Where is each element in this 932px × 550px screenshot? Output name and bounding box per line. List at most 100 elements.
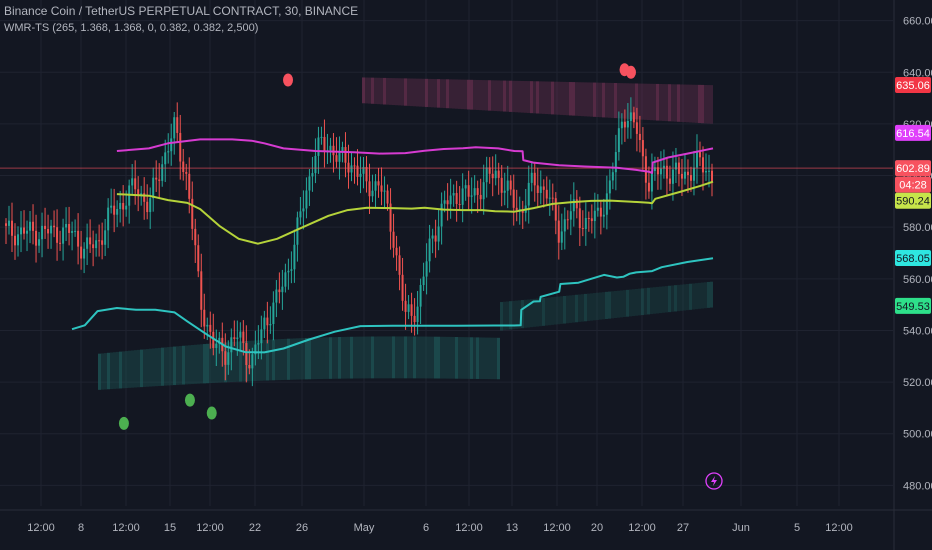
bottom-zone-bar (353, 336, 356, 379)
candle-body (470, 195, 473, 197)
candle-body (179, 132, 182, 162)
bottom-zone-bar (635, 288, 638, 316)
bottom-zone-bar (146, 349, 149, 387)
candle-body (551, 197, 554, 199)
top-zone-bar (491, 80, 494, 111)
bottom-zone-bar (410, 336, 413, 379)
bottom-zone-bar (599, 292, 602, 320)
symbol-title[interactable]: Binance Coin / TetherUS PERPETUAL CONTRA… (4, 4, 359, 18)
top-zone-bar (560, 81, 563, 115)
bottom-zone-bar (149, 348, 152, 387)
bottom-zone-bar (239, 341, 242, 382)
bottom-zone-bar (665, 286, 668, 313)
top-zone-bar (626, 83, 629, 119)
top-zone-bar (614, 83, 617, 119)
top-zone-bar (686, 84, 689, 123)
candle-body (572, 199, 575, 212)
top-zone-bar (380, 77, 383, 105)
bottom-zone-bar (281, 338, 284, 381)
bottom-zone-bar (680, 284, 683, 311)
candle-body (62, 227, 65, 244)
candle-body (560, 231, 563, 243)
candle-body (479, 194, 482, 200)
buy-signal-marker (184, 393, 195, 407)
top-zone-bar (665, 84, 668, 122)
candle-body (74, 230, 77, 232)
top-zone-bar (566, 81, 569, 116)
bottom-zone-bar (611, 291, 614, 319)
top-zone-bar (701, 84, 704, 124)
bottom-zone-bar (317, 337, 320, 380)
bottom-zone-bar (638, 288, 641, 316)
top-zone-bar (377, 77, 380, 105)
bottom-zone-bar (494, 337, 497, 380)
candle-body (668, 178, 671, 184)
price-label: 549.53 (895, 297, 931, 314)
bottom-zone-bar (197, 344, 200, 384)
top-zone-bar (392, 78, 395, 106)
top-zone-bar (518, 80, 521, 113)
top-zone-bar (401, 78, 404, 106)
y-tick-label: 480.00 (903, 480, 932, 492)
candle-body (509, 180, 512, 190)
y-tick-label: 520.00 (903, 377, 932, 389)
bottom-zone-bar (470, 337, 473, 379)
bottom-zone-bar (563, 295, 566, 324)
bottom-zone-bar (191, 345, 194, 385)
top-zone-bar (704, 84, 707, 124)
lightning-icon[interactable] (705, 472, 723, 490)
bottom-zone-bar (374, 336, 377, 379)
bottom-zone-bar (590, 293, 593, 321)
bottom-zone-bar (701, 282, 704, 309)
candle-body (362, 166, 365, 174)
candle-body (461, 188, 464, 205)
bottom-zone-bar (341, 336, 344, 379)
candle-body (14, 235, 17, 246)
bottom-zone-bar (440, 336, 443, 379)
bottom-zone-bar (473, 337, 476, 379)
top-zone-bar (611, 82, 614, 118)
top-zone-bar (710, 85, 713, 124)
bottom-zone-bar (545, 297, 548, 326)
sell-signal-marker (283, 73, 294, 87)
candle-body (176, 117, 179, 133)
top-zone-bar (437, 79, 440, 108)
candle-body (335, 155, 338, 162)
bottom-zone-bar (557, 296, 560, 325)
candle-body (623, 121, 626, 128)
candle-body (314, 155, 317, 174)
bottom-zone-bar (602, 292, 605, 320)
candle-body (590, 218, 593, 222)
top-zone-bar (371, 77, 374, 104)
candle-body (434, 235, 437, 242)
top-zone-bar (479, 80, 482, 111)
bottom-zone-bar (176, 346, 179, 385)
y-tick-label: 580.00 (903, 222, 932, 234)
candle-body (620, 121, 623, 129)
top-zone-bar (656, 83, 659, 121)
candle-body (662, 165, 665, 169)
bottom-zone-bar (320, 337, 323, 380)
candle-body (92, 244, 95, 249)
bottom-zone-bar (458, 337, 461, 379)
bottom-zone-bar (476, 337, 479, 379)
candle-body (368, 181, 371, 197)
bottom-zone-bar (671, 285, 674, 312)
candle-body (311, 173, 314, 177)
bottom-zone-bar (548, 297, 551, 326)
candle-body (506, 180, 509, 191)
candle-body (242, 331, 245, 344)
bottom-zone-bar (491, 337, 494, 380)
bottom-zone-bar (509, 301, 512, 330)
bottom-zone-bar (302, 338, 305, 380)
x-tick-label: 26 (296, 522, 308, 534)
bottom-zone-bar (620, 290, 623, 318)
indicator-legend[interactable]: WMR-TS (265, 1.368, 1.368, 0, 0.382, 0.3… (4, 22, 259, 34)
candle-body (695, 151, 698, 168)
bottom-zone-bar (155, 348, 158, 387)
bottom-zone-bar (380, 336, 383, 379)
top-zone-bar (590, 82, 593, 117)
candle-body (11, 220, 14, 236)
top-zone-bar (539, 81, 542, 114)
